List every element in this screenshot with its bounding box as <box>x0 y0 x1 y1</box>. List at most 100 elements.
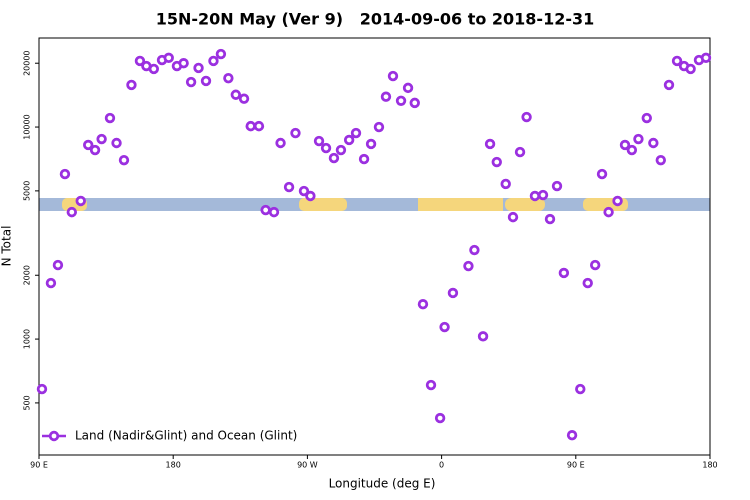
data-point <box>223 72 234 84</box>
data-point <box>253 120 265 132</box>
data-point <box>268 206 280 218</box>
x-tick-label: 180 <box>166 461 181 470</box>
data-point <box>283 181 295 193</box>
data-point <box>350 127 362 139</box>
data-point <box>648 137 659 149</box>
data-point <box>313 135 325 147</box>
data-point <box>343 134 355 146</box>
legend-marker <box>48 430 60 442</box>
data-point <box>89 144 101 156</box>
data-point <box>335 144 347 156</box>
x-axis-label: Longitude (deg E) <box>329 477 436 491</box>
data-point <box>551 180 563 192</box>
data-point <box>439 321 450 333</box>
data-point <box>45 277 57 289</box>
data-point <box>700 52 712 64</box>
data-point <box>641 112 652 124</box>
data-point <box>484 138 496 150</box>
map-strip <box>39 198 710 211</box>
data-point <box>298 185 310 197</box>
data-point <box>290 127 301 139</box>
data-point <box>260 204 271 216</box>
x-tick-label: 0 <box>439 461 444 470</box>
data-point <box>373 121 385 133</box>
data-point <box>402 82 414 94</box>
data-point <box>507 211 519 223</box>
data-point <box>208 55 219 67</box>
data-point <box>245 120 256 132</box>
data-point <box>500 178 511 190</box>
data-point <box>491 156 502 168</box>
data-point <box>685 63 696 75</box>
plot-frame <box>38 37 711 456</box>
data-point <box>537 189 549 201</box>
y-tick-label: 500 <box>23 395 32 410</box>
data-point <box>612 195 623 207</box>
data-point <box>178 58 189 69</box>
data-point <box>320 142 332 154</box>
data-point <box>395 95 407 106</box>
data-point <box>387 70 399 82</box>
data-point <box>163 52 174 64</box>
chart-title: 15N-20N May (Ver 9) 2014-09-06 to 2018-1… <box>156 10 595 29</box>
data-point <box>425 379 437 391</box>
y-tick-label: 10000 <box>23 114 32 139</box>
y-tick-label: 2000 <box>23 265 32 285</box>
data-point <box>603 206 614 218</box>
data-point <box>663 79 675 91</box>
data-point <box>215 48 227 60</box>
data-point <box>409 97 420 109</box>
y-tick-label: 20000 <box>23 50 32 75</box>
y-tick-label: 1000 <box>23 329 32 349</box>
data-point <box>529 190 541 202</box>
data-point <box>463 260 474 272</box>
data-point <box>193 62 204 74</box>
x-tick-label: 90 E <box>567 461 585 470</box>
data-point <box>134 55 146 67</box>
data-point <box>596 168 608 180</box>
data-point <box>655 154 666 166</box>
data-point <box>75 195 86 207</box>
y-tick-label: 5000 <box>23 181 32 201</box>
data-point <box>477 331 489 342</box>
data-point <box>36 383 48 395</box>
data-point <box>544 213 556 225</box>
data-point <box>96 133 107 145</box>
data-point <box>66 206 78 218</box>
data-point <box>148 63 160 75</box>
data-point <box>59 168 71 180</box>
data-point <box>566 430 578 441</box>
data-point <box>185 76 197 88</box>
data-point <box>230 89 242 100</box>
data-point <box>521 111 532 123</box>
data-point <box>380 91 392 102</box>
data-point <box>104 112 116 124</box>
data-point <box>238 93 250 104</box>
data-point <box>589 259 601 271</box>
data-point <box>358 153 370 165</box>
data-point <box>671 55 683 67</box>
data-point <box>626 144 638 156</box>
data-point <box>514 146 526 158</box>
data-point <box>469 244 480 256</box>
data-point <box>619 139 631 151</box>
data-point <box>417 299 429 310</box>
legend-label: Land (Nadir&Glint) and Ocean (Glint) <box>75 429 297 443</box>
data-point <box>118 154 130 166</box>
data-point <box>126 79 137 91</box>
x-tick-label: 90 E <box>30 461 48 470</box>
data-point <box>111 137 122 149</box>
data-point <box>365 138 377 150</box>
data-point <box>633 133 644 145</box>
data-point <box>200 75 212 87</box>
data-point <box>275 137 286 149</box>
data-point <box>83 139 94 151</box>
x-tick-label: 180 <box>702 461 717 470</box>
data-point <box>305 190 316 202</box>
data-point <box>447 287 459 299</box>
data-point <box>434 412 446 424</box>
data-point <box>558 267 570 279</box>
y-axis-label: N Total <box>0 226 14 267</box>
